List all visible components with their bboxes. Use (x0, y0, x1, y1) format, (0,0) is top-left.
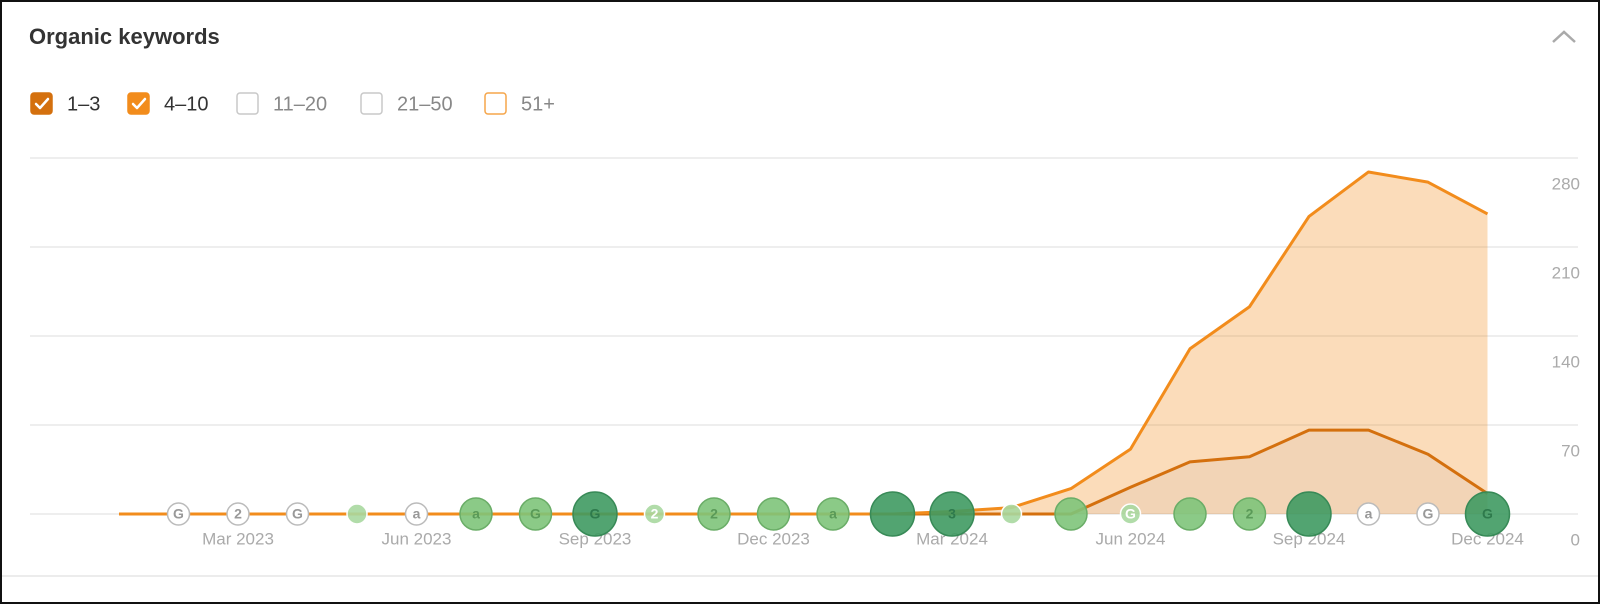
checkmark (131, 97, 147, 110)
event-marker[interactable] (929, 491, 975, 537)
x-tick-label: Jun 2023 (382, 529, 452, 548)
x-tick-label: Dec 2023 (737, 529, 810, 548)
event-marker-label: 3 (948, 506, 956, 522)
legend-label[interactable]: 51+ (521, 93, 555, 115)
x-tick-label: Mar 2024 (916, 529, 988, 548)
event-marker-label: G (1125, 506, 1136, 522)
event-marker[interactable] (404, 502, 429, 526)
event-marker-label: G (173, 506, 184, 522)
event-marker-label: G (1423, 506, 1434, 522)
event-marker[interactable] (697, 497, 731, 531)
area (119, 171, 1488, 514)
event-marker[interactable] (1054, 497, 1088, 531)
collapse-button[interactable] (1552, 30, 1576, 43)
x-tick-label: Sep 2024 (1273, 529, 1346, 548)
event-marker[interactable] (285, 502, 310, 526)
event-marker[interactable] (166, 502, 191, 526)
legend-label[interactable]: 1–3 (67, 93, 100, 115)
event-marker-label: 2 (651, 506, 659, 522)
legend-checkbox[interactable] (127, 92, 150, 115)
legend-checkbox[interactable] (236, 92, 259, 115)
event-marker-label: 2 (710, 506, 718, 522)
legend-label[interactable]: 21–50 (397, 93, 453, 115)
x-tick-label: Sep 2023 (559, 529, 632, 548)
event-marker-label: a (829, 506, 837, 522)
event-marker-label: 2 (1246, 506, 1254, 522)
event-marker-label: a (1365, 506, 1373, 522)
area (119, 430, 1488, 514)
event-marker-label: G (590, 506, 601, 522)
y-tick-label: 210 (1552, 263, 1580, 282)
event-marker[interactable] (226, 502, 250, 526)
y-tick-label: 0 (1571, 530, 1580, 549)
event-marker[interactable] (1464, 491, 1511, 537)
legend-label[interactable]: 4–10 (164, 93, 209, 115)
event-marker-label: G (1482, 506, 1493, 522)
event-marker-label: 2 (234, 506, 242, 522)
y-tick-label: 140 (1552, 352, 1580, 371)
event-marker[interactable] (643, 503, 666, 525)
y-tick-label: 280 (1552, 174, 1580, 193)
event-marker[interactable] (572, 491, 618, 537)
event-marker[interactable] (459, 497, 493, 531)
event-marker[interactable] (1173, 497, 1207, 531)
event-marker-label: a (413, 506, 421, 522)
event-marker[interactable] (1286, 491, 1332, 537)
event-marker[interactable] (756, 497, 791, 531)
x-tick-label: Mar 2023 (202, 529, 274, 548)
event-marker[interactable] (1416, 502, 1440, 526)
event-marker[interactable] (346, 503, 368, 525)
y-tick-label: 70 (1561, 441, 1580, 460)
event-marker[interactable] (1119, 503, 1142, 525)
widget-title: Organic keywords (29, 24, 220, 49)
event-marker-label: G (292, 506, 303, 522)
legend-checkbox[interactable] (360, 92, 383, 115)
event-marker-label: G (530, 506, 541, 522)
x-tick-label: Jun 2024 (1096, 529, 1166, 548)
legend-checkbox[interactable] (30, 92, 53, 115)
event-marker[interactable] (518, 497, 553, 531)
legend-checkbox[interactable] (484, 92, 507, 115)
event-marker[interactable] (1356, 502, 1381, 526)
checkmark (34, 97, 50, 110)
event-marker[interactable] (869, 491, 916, 537)
event-marker[interactable] (1232, 497, 1267, 531)
x-tick-label: Dec 2024 (1451, 529, 1524, 548)
event-marker[interactable] (816, 497, 850, 531)
event-marker[interactable] (1000, 503, 1023, 525)
legend-label[interactable]: 11–20 (273, 93, 327, 115)
event-marker-label: a (472, 506, 480, 522)
